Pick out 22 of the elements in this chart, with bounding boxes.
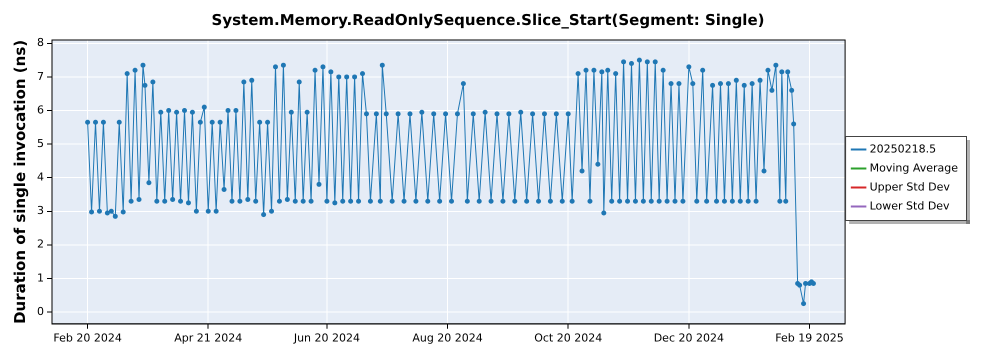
legend-label: Upper Std Dev [870,180,950,194]
legend-label: 20250218.5 [870,142,936,156]
y-tick-label: 7 [37,70,44,83]
y-tick-label: 2 [37,238,44,251]
x-tick-label: Jun 20 2024 [292,331,360,344]
y-tick-label: 0 [37,304,44,318]
x-tick-label: Feb 20 2024 [53,331,122,344]
y-tick-label: 5 [37,136,44,150]
y-axis-title: Duration of single invocation (ns) [10,40,29,324]
y-tick-label: 8 [37,36,44,50]
x-tick-label: Apr 21 2024 [174,331,242,344]
y-tick-label: 3 [37,204,44,218]
y-tick-label: 4 [37,170,44,184]
y-tick-label: 1 [37,271,44,284]
x-tick-label: Aug 20 2024 [412,331,483,344]
chart-title: System.Memory.ReadOnlySequence.Slice_Start(Segment: Single) [212,10,764,29]
x-tick-label: Feb 19 2025 [775,331,844,344]
x-tick-label: Oct 20 2024 [534,331,602,344]
legend-label: Lower Std Dev [870,199,950,212]
x-tick-label: Dec 20 2024 [654,331,724,344]
legend-label: Moving Average [870,161,958,174]
y-tick-label: 6 [37,103,44,116]
